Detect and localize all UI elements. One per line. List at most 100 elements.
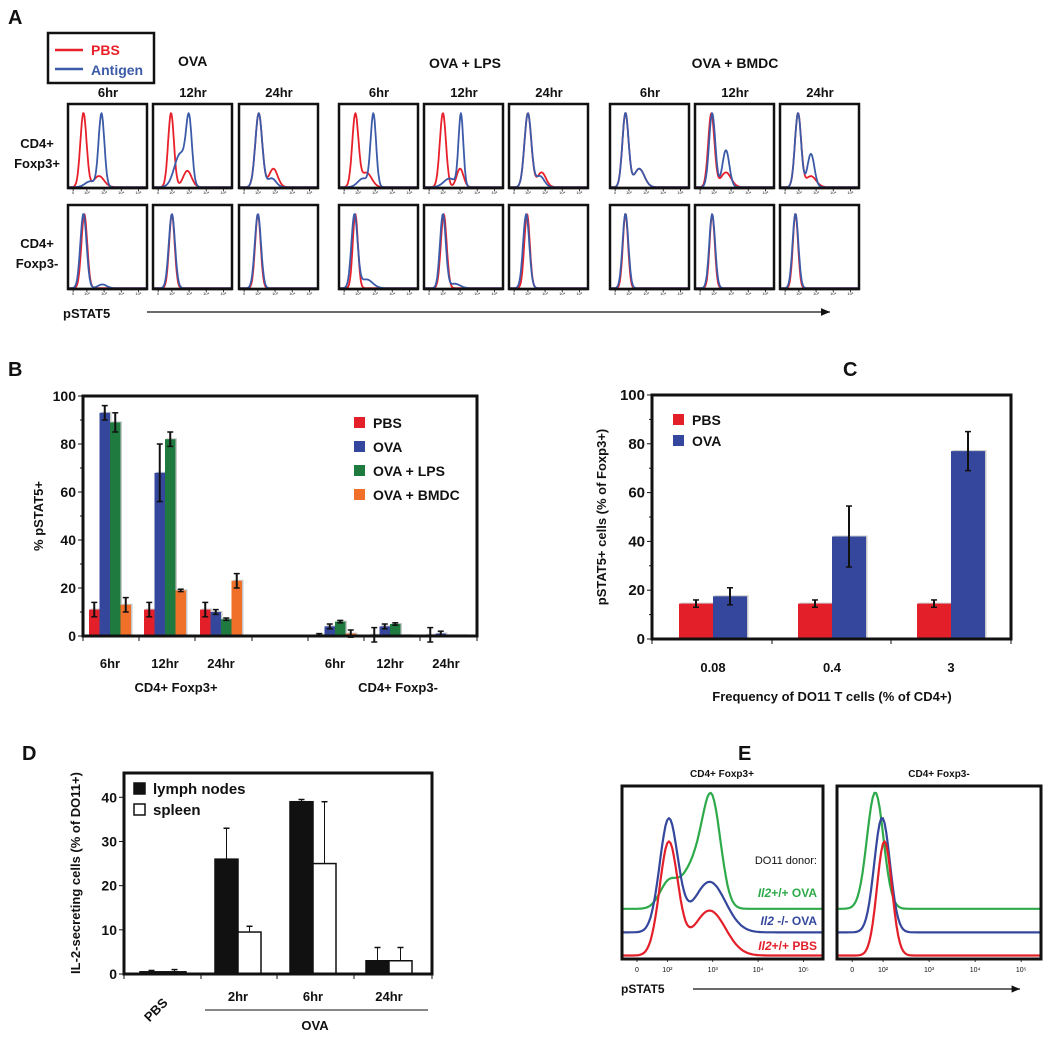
time-label: 12hr — [450, 85, 477, 100]
hist-x-tick-label: 10⁴ — [389, 291, 395, 296]
legend-swatch — [133, 782, 146, 795]
legend-swatch — [673, 414, 684, 425]
hist-x-tick-label: 10² — [169, 190, 175, 195]
plot-frame — [81, 394, 479, 638]
bar-ova-1 — [154, 472, 165, 636]
bar-pbs-1 — [144, 609, 155, 636]
y-tick-label: 0 — [637, 631, 645, 648]
histogram-ova-12hr-foxp3pos — [151, 102, 234, 190]
curve-ova-1 — [622, 817, 823, 934]
legend-title-e: DO11 donor: — [755, 855, 817, 867]
hist-x-tick-label: 0 — [428, 291, 431, 296]
hist-x-tick-label: 0 — [850, 967, 854, 974]
hist-x-tick-label: 10³ — [186, 291, 192, 296]
hist-x-tick-label: 10⁵ — [406, 190, 412, 195]
histogram-frame — [422, 203, 505, 291]
hist-x-tick-label: 10³ — [372, 291, 378, 296]
hist-x-tick-label: 10⁵ — [135, 291, 141, 296]
pbs-curve — [423, 213, 504, 290]
panel-label-b: B — [8, 359, 22, 381]
hist-x-tick-label: 10⁴ — [474, 190, 480, 195]
time-label: 24hr — [535, 85, 562, 100]
antigen-curve — [238, 213, 319, 290]
row-label-foxp3pos-2: Foxp3+ — [14, 156, 60, 171]
gene-name: Il2 — [758, 886, 772, 900]
y-tick-label: 100 — [53, 388, 77, 404]
panel-label-c: C — [843, 359, 857, 381]
hist-x-tick-label: 10³ — [728, 190, 734, 195]
histogram-frame — [237, 203, 320, 291]
bar-spleen-1 — [237, 931, 262, 975]
x-tick-label: 0.08 — [700, 660, 725, 675]
bar-ova-bmdc-0 — [120, 604, 131, 636]
bar-ova-lps-4 — [390, 624, 401, 636]
hist-x-tick-label: 10² — [626, 291, 632, 296]
hist-x-tick-label: 10² — [440, 190, 446, 195]
hist-x-tick-label: 0 — [614, 291, 617, 296]
ylabel-c: pSTAT5+ cells (% of Foxp3+) — [594, 429, 609, 606]
bar-ova-4 — [379, 626, 390, 636]
legend-entry-e: Il2 -/- OVA — [761, 914, 818, 928]
legend-entry-e: Il2+/+ OVA — [758, 886, 817, 900]
legend-label-pbs: PBS — [91, 42, 120, 58]
row-label-foxp3neg-1: CD4+ — [20, 236, 54, 251]
x-tick-label: 12hr — [151, 656, 178, 671]
treatment: OVA — [789, 886, 818, 900]
hist-x-tick-label: 10² — [525, 291, 531, 296]
histogram-ova-bmdc-24hr-foxp3pos — [778, 102, 861, 190]
hist-x-tick-label: 10³ — [186, 190, 192, 195]
histogram-frame — [237, 102, 320, 190]
row-label-foxp3neg-2: Foxp3- — [16, 256, 59, 271]
x-tick-label: 6hr — [303, 989, 323, 1004]
plot-frame — [650, 393, 1013, 641]
histogram-ova-bmdc-12hr-foxp3neg — [693, 203, 776, 291]
legend-swatch — [354, 489, 365, 500]
hist-x-tick-label: 10³ — [813, 291, 819, 296]
y-tick-label: 20 — [60, 580, 76, 596]
histogram-e-foxp3-neg — [835, 784, 1043, 961]
y-tick-label: 30 — [101, 833, 117, 849]
antigen-curve — [779, 112, 860, 189]
bar-lymph-nodes-3 — [365, 959, 390, 975]
hist-x-tick-label: 0 — [635, 967, 639, 974]
legend-swatch — [133, 803, 146, 816]
hist-x-tick-label: 10³ — [101, 190, 107, 195]
hist-x-tick-label: 10² — [84, 291, 90, 296]
hist-x-tick-label: 10² — [796, 190, 802, 195]
histogram-ova-lps-24hr-foxp3pos — [507, 102, 590, 190]
bar-ova-lps-1 — [165, 439, 176, 636]
antigen-curve — [152, 213, 233, 290]
x-tick-label: 12hr — [376, 656, 403, 671]
pbs-curve — [238, 112, 319, 189]
antigen-curve — [609, 112, 690, 189]
legend-entry-e: Il2+/+ PBS — [758, 939, 817, 953]
hist-x-tick-label: 10⁵ — [576, 190, 582, 195]
time-label: 6hr — [640, 85, 660, 100]
y-tick-label: 80 — [628, 436, 645, 453]
legend-label: OVA — [692, 433, 721, 449]
hist-x-tick-label: 10⁴ — [389, 190, 395, 195]
hist-x-tick-label: 10³ — [542, 291, 548, 296]
hist-x-tick-label: 10² — [525, 190, 531, 195]
hist-x-tick-label: 10⁵ — [306, 190, 312, 195]
bar-pbs-2 — [917, 603, 951, 639]
x-tick-label: 6hr — [325, 656, 345, 671]
panel-label-a: A — [8, 7, 22, 29]
hist-x-tick-label: 0 — [343, 291, 346, 296]
legend-label: PBS — [373, 415, 402, 431]
gene-name: Il2 — [758, 939, 772, 953]
hist-x-tick-label: 10³ — [813, 190, 819, 195]
bar-spleen-3 — [388, 959, 413, 975]
hist-x-tick-label: 10⁵ — [491, 291, 497, 296]
hist-x-tick-label: 0 — [243, 291, 246, 296]
histogram-ova-bmdc-24hr-foxp3neg — [778, 203, 861, 291]
hist-x-tick-label: 10³ — [728, 291, 734, 296]
hist-x-tick-label: 10² — [662, 967, 673, 974]
hist-x-tick-label: 10² — [355, 291, 361, 296]
x-tick-label: 0.4 — [823, 660, 842, 675]
histogram-ova-24hr-foxp3neg — [237, 203, 320, 291]
hist-x-tick-label: 0 — [513, 291, 516, 296]
bar-ova-0 — [99, 412, 110, 636]
x-tick-label: 2hr — [228, 989, 248, 1004]
legend-swatch — [354, 417, 365, 428]
